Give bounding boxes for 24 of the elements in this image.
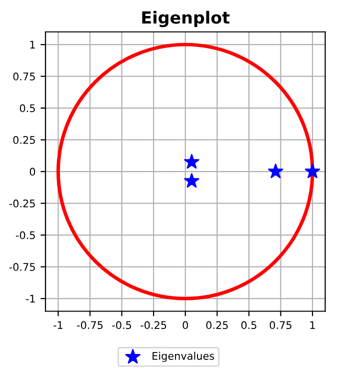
- y-tick-label: 0: [30, 168, 36, 176]
- y-tick-label: 0.25: [13, 136, 35, 144]
- x-tick-label: -1: [54, 321, 62, 329]
- y-tick-label: -0.25: [9, 200, 35, 208]
- x-tick-label: 0.75: [270, 321, 292, 330]
- y-tick-label: 0.75: [13, 72, 35, 80]
- x-tick-label: -0.5: [112, 321, 132, 330]
- x-tick-label: 0: [182, 321, 188, 330]
- x-tick-label: 1: [310, 321, 315, 329]
- y-tick-label: -0.5: [16, 231, 35, 240]
- point: [184, 154, 200, 169]
- point: [184, 173, 200, 188]
- x-tick-label: -0.25: [140, 321, 166, 330]
- x-tick-label: -0.75: [77, 321, 103, 330]
- y-tick-label: -1: [26, 294, 35, 303]
- point: [304, 164, 320, 178]
- point: [268, 164, 284, 178]
- y-tick-label: 0.5: [20, 104, 35, 112]
- y-tick-label: -0.75: [9, 263, 35, 271]
- y-tick-label: 1: [30, 40, 35, 49]
- x-tick-label: 0.5: [241, 321, 256, 330]
- chart-title: Eigenplot: [142, 10, 230, 28]
- legend-label: Eigenvalues: [152, 352, 214, 362]
- x-tick-label: 0.25: [206, 321, 228, 330]
